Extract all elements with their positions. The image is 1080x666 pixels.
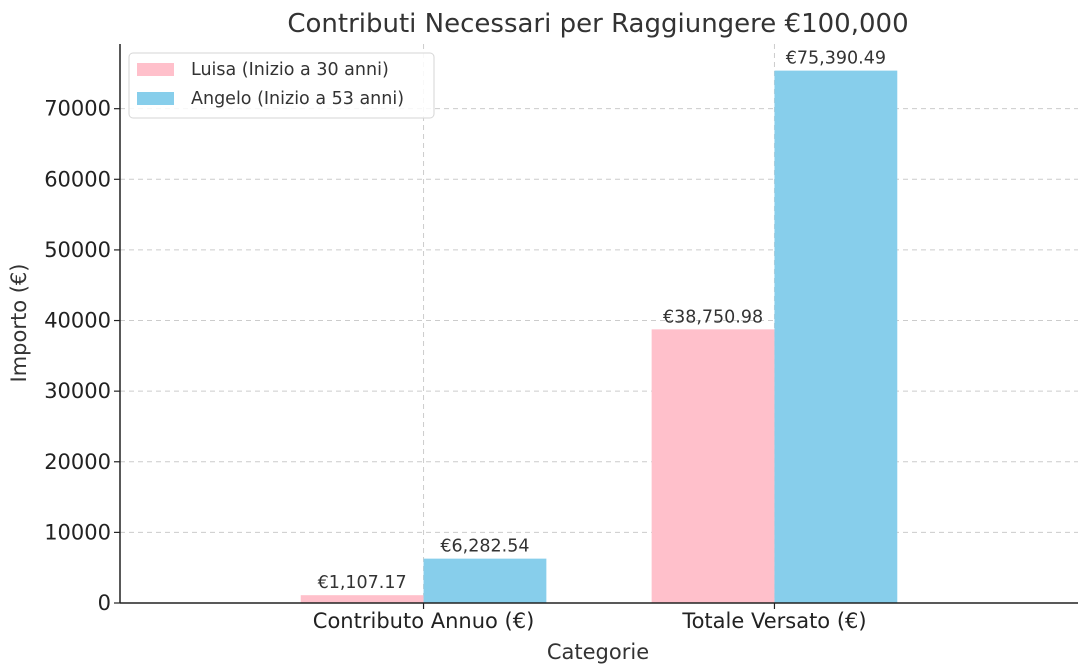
x-axis-label: Categorie <box>547 640 649 664</box>
bar-angelo-1 <box>774 70 898 603</box>
y-tick-label: 50000 <box>44 238 111 262</box>
legend-entry: Angelo (Inizio a 53 anni) <box>191 89 404 109</box>
bar-value-label: €6,282.54 <box>440 537 529 557</box>
legend-frame <box>128 52 435 119</box>
y-tick-label: 40000 <box>44 309 111 333</box>
legend-entry: Luisa (Inizio a 30 anni) <box>191 60 389 80</box>
y-tick-label: 0 <box>98 591 111 615</box>
x-tick-label: Contributo Annuo (€) <box>313 609 534 633</box>
tick-labels: 0 10000 20000 30000 40000 50000 60000 70000 Cont… <box>44 97 866 633</box>
y-axis-label: Importo (€) <box>7 264 31 383</box>
legend: Luisa (Inizio a 30 anni) Angelo (Inizio a… <box>128 52 435 119</box>
x-tick-label: Totale Versato (€) <box>681 609 866 633</box>
bar-value-label: €38,750.98 <box>663 307 763 327</box>
y-tick-label: 10000 <box>44 520 111 544</box>
bar-luisa-0 <box>300 595 424 603</box>
bar-value-labels: €1,107.17 €38,750.98 €6,282.54 €75,390.49 <box>318 49 886 594</box>
legend-swatch <box>137 92 174 105</box>
bar-luisa-1 <box>651 329 775 603</box>
bar-angelo-0 <box>423 558 547 603</box>
y-tick-label: 30000 <box>44 379 111 403</box>
bars <box>300 70 898 603</box>
grid-lines <box>120 44 1078 604</box>
axes <box>119 44 1078 604</box>
y-tick-label: 70000 <box>44 97 111 121</box>
bar-value-label: €1,107.17 <box>318 573 407 593</box>
bar-value-label: €75,390.49 <box>786 49 886 69</box>
legend-swatch <box>137 63 174 76</box>
y-tick-label: 60000 <box>44 167 111 191</box>
y-tick-label: 20000 <box>44 450 111 474</box>
chart-title: Contributi Necessari per Raggiungere €10… <box>287 9 908 39</box>
